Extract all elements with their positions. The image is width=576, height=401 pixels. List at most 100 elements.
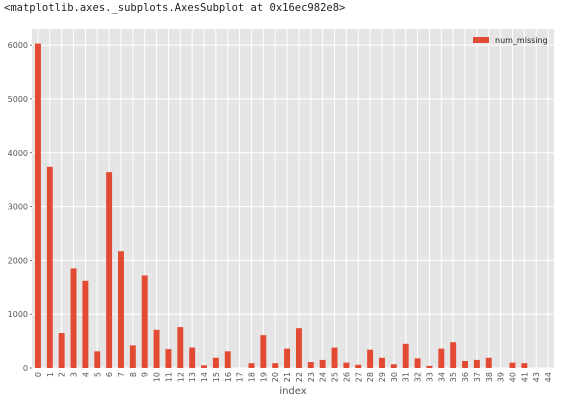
output-repr-text: <matplotlib.axes._subplots.AxesSubplot a…	[4, 2, 346, 14]
x-tick-label: 28	[366, 372, 375, 382]
bar-6	[106, 172, 113, 368]
bar-8	[129, 345, 136, 368]
bar-28	[367, 349, 374, 368]
x-tick-label: 27	[354, 372, 363, 382]
bar-13	[189, 347, 196, 368]
x-tick-label: 20	[271, 372, 280, 382]
y-axis-ticks: 0 1000 2000 3000 4000 5000 6000	[8, 41, 32, 373]
bar-32	[414, 358, 421, 368]
x-axis-ticks: 0 1 2 3 4 5 6 7 8 9 10 11 12 13 14 15 16 17 18 19 20 21 22 23 24…	[34, 372, 553, 382]
bar-9	[141, 275, 148, 368]
bar-41	[521, 363, 528, 368]
x-tick-label: 18	[247, 372, 256, 382]
x-tick-label: 33	[425, 372, 434, 382]
bars	[34, 43, 528, 369]
x-tick-label: 2	[58, 372, 67, 377]
x-tick-label: 11	[164, 372, 173, 382]
bar-18	[248, 363, 255, 368]
legend: num_missing	[473, 36, 548, 45]
x-tick-label: 44	[544, 372, 553, 382]
x-axis-label: index	[279, 386, 306, 397]
bar-35	[450, 342, 457, 368]
x-tick-label: 22	[295, 372, 304, 382]
x-tick-label: 9	[141, 372, 150, 377]
x-tick-label: 29	[378, 372, 387, 382]
x-tick-label: 4	[81, 372, 90, 377]
x-tick-label: 15	[212, 372, 221, 382]
x-tick-label: 24	[319, 372, 328, 382]
x-tick-label: 3	[70, 372, 79, 377]
bar-36	[462, 361, 468, 368]
bar-14	[201, 365, 207, 368]
x-tick-label: 34	[437, 372, 446, 382]
x-tick-label: 39	[497, 372, 506, 382]
bar-21	[284, 348, 291, 368]
bar-15	[212, 357, 219, 368]
bar-3	[70, 268, 77, 368]
x-tick-label: 31	[402, 372, 411, 382]
bar-19	[260, 335, 267, 368]
bar-12	[177, 327, 184, 368]
bar-37	[473, 359, 480, 368]
x-tick-label: 19	[259, 372, 268, 382]
x-tick-label: 10	[153, 372, 162, 382]
bar-31	[402, 343, 409, 368]
y-tick-label: 1000	[8, 310, 28, 319]
bar-29	[379, 357, 385, 368]
x-tick-label: 40	[508, 372, 517, 382]
y-tick-label: 2000	[8, 256, 28, 265]
x-tick-label: 13	[188, 372, 197, 382]
bar-40	[509, 362, 516, 368]
x-tick-label: 43	[532, 372, 541, 382]
bar-16	[224, 351, 231, 368]
x-tick-label: 7	[117, 372, 126, 377]
x-tick-label: 6	[105, 372, 114, 377]
bar-0	[34, 43, 41, 369]
x-tick-label: 36	[461, 372, 470, 382]
x-tick-label: 23	[307, 372, 316, 382]
legend-swatch	[473, 37, 489, 43]
x-tick-label: 5	[93, 372, 102, 377]
x-tick-label: 21	[283, 372, 292, 382]
x-tick-label: 14	[200, 372, 209, 382]
bar-22	[295, 328, 302, 368]
y-tick-label: 5000	[8, 95, 28, 104]
y-tick-label: 3000	[8, 203, 28, 212]
x-tick-label: 37	[473, 372, 482, 382]
x-tick-label: 16	[224, 372, 233, 382]
x-tick-label: 12	[176, 372, 185, 382]
bar-34	[438, 348, 445, 368]
bar-27	[355, 364, 362, 368]
x-tick-label: 35	[449, 372, 458, 382]
bar-25	[331, 347, 338, 368]
bar-30	[390, 364, 397, 368]
bar-10	[153, 329, 160, 368]
bar-2	[58, 333, 65, 368]
bar-20	[272, 363, 279, 368]
x-tick-label: 25	[331, 372, 340, 382]
y-tick-label: 4000	[8, 149, 28, 158]
bar-23	[307, 362, 314, 368]
x-tick-label: 38	[485, 372, 494, 382]
x-tick-label: 26	[342, 372, 351, 382]
x-tick-label: 0	[34, 372, 43, 377]
x-tick-label: 1	[46, 372, 55, 377]
y-tick-label: 0	[23, 364, 28, 373]
legend-label: num_missing	[495, 36, 548, 45]
bar-33	[426, 365, 433, 368]
bar-1	[46, 166, 53, 368]
x-tick-label: 41	[520, 372, 529, 382]
x-tick-label: 32	[414, 372, 423, 382]
y-tick-label: 6000	[8, 41, 28, 50]
bar-7	[118, 251, 124, 368]
bar-38	[485, 357, 492, 368]
bar-11	[165, 349, 172, 368]
bar-4	[82, 280, 89, 368]
x-tick-label: 8	[129, 372, 138, 377]
bar-26	[343, 362, 350, 368]
x-tick-label: 30	[390, 372, 399, 382]
x-tick-label: 17	[236, 372, 245, 382]
bar-5	[94, 351, 101, 368]
bar-24	[319, 359, 326, 368]
